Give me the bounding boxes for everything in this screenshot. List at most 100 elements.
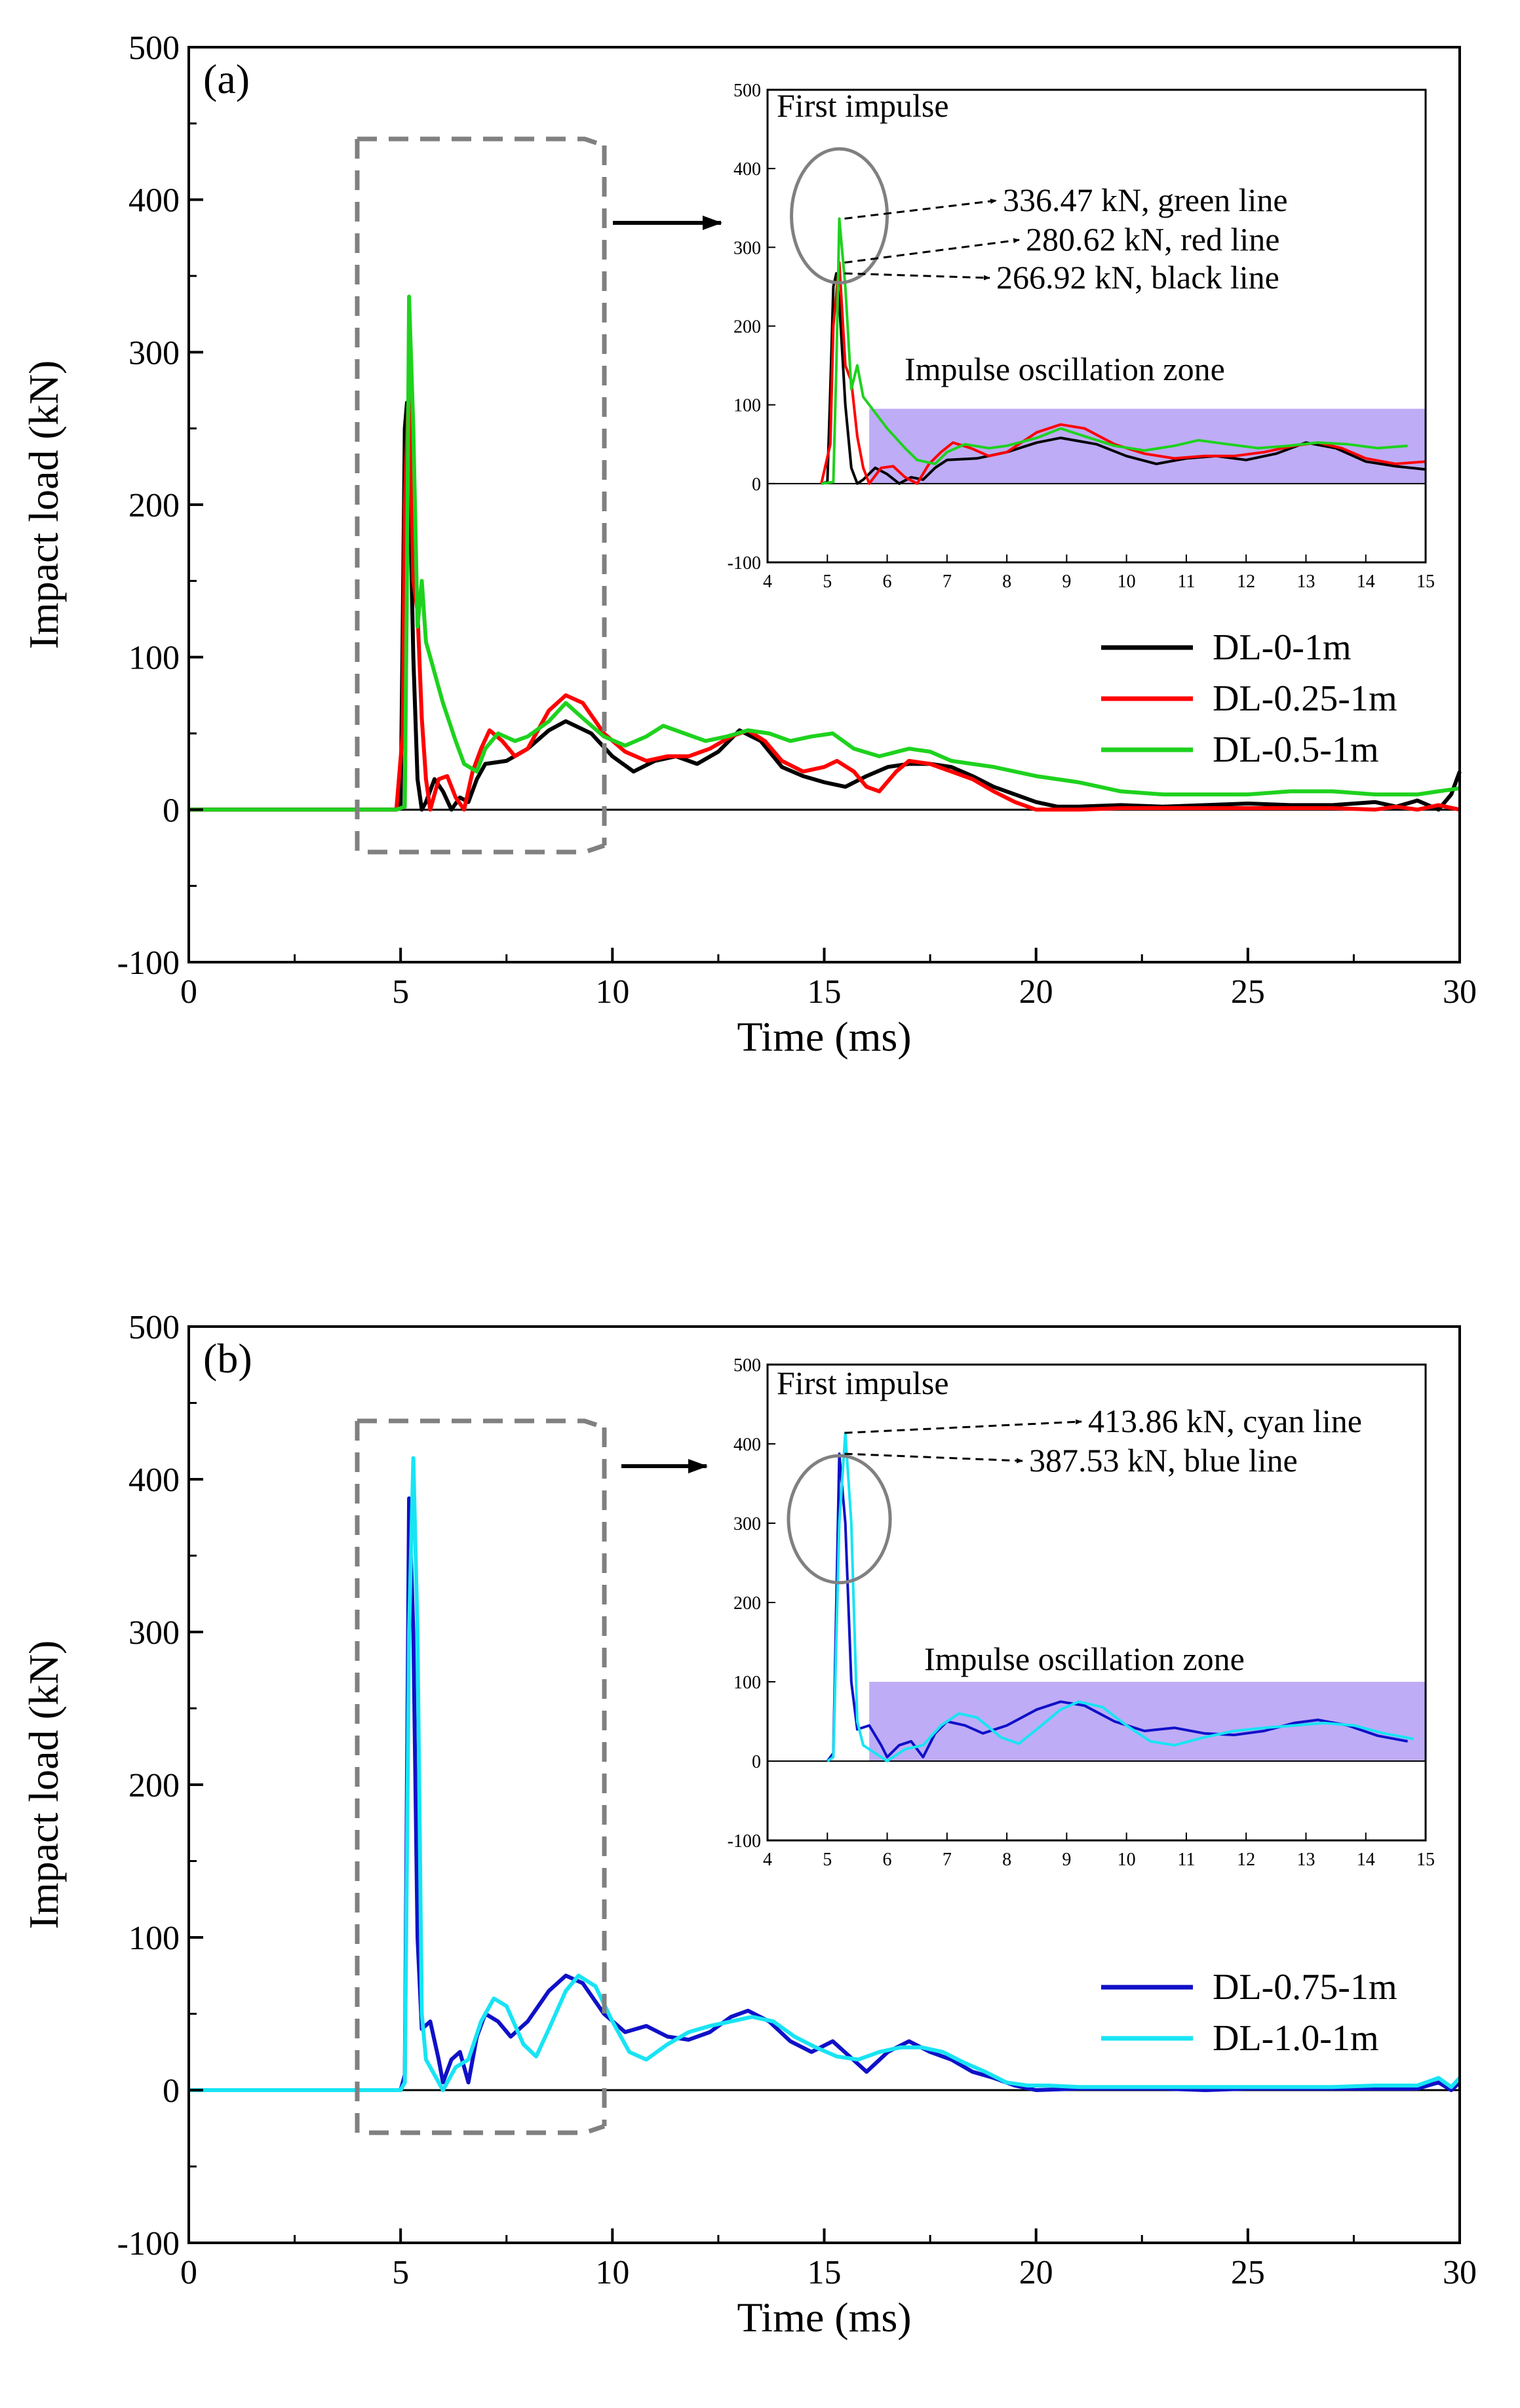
inset-y-tick-label: 500 [733, 81, 761, 101]
zoom-region-box [355, 136, 607, 855]
peak-annotation-arrow [844, 1452, 1023, 1464]
inset-x-tick-label: 11 [1177, 1850, 1195, 1870]
y-tick-label: 0 [163, 2072, 180, 2110]
oscillation-zone-label: Impulse oscillation zone [924, 1641, 1245, 1677]
series-line-dl-1-0-1m [189, 1456, 1462, 2092]
series-line-dl-0-5-1m [189, 294, 1460, 812]
y-tick-label: 200 [128, 1767, 180, 1804]
inset-x-tick-label: 14 [1357, 1850, 1375, 1870]
inset-x-tick-label: 12 [1237, 572, 1255, 592]
peak-annotation-arrow [844, 272, 990, 281]
inset-x-tick-label: 15 [1416, 1850, 1435, 1870]
x-tick-label: 5 [392, 2254, 409, 2291]
y-tick-label: 400 [128, 1462, 180, 1499]
inset-x-tick-label: 6 [883, 572, 892, 592]
legend-entry: DL-0-1m [1213, 627, 1352, 668]
legend-entry: DL-1.0-1m [1213, 2018, 1379, 2059]
x-tick-label: 15 [808, 973, 842, 1011]
first-impulse-label: First impulse [777, 87, 949, 124]
inset-series-line-dl-0-75-1m [826, 1452, 1408, 1762]
inset-x-tick-label: 13 [1296, 572, 1315, 592]
inset-y-tick-label: 100 [733, 1673, 761, 1693]
peak-annotation-label: 280.62 kN, red line [1026, 221, 1279, 258]
oscillation-zone [869, 408, 1426, 484]
inset-y-tick-label: 500 [733, 1355, 761, 1376]
y-axis-label: Impact load (kN) [20, 1641, 67, 1930]
first-impulse-ellipse [787, 1454, 892, 1585]
y-tick-label: 100 [128, 1920, 180, 1957]
x-tick-label: 5 [392, 973, 409, 1011]
inset-y-tick-label: -100 [728, 553, 761, 573]
inset-x-tick-label: 9 [1062, 572, 1071, 592]
inset-x-tick-label: 12 [1237, 1850, 1255, 1870]
peak-annotation-label: 336.47 kN, green line [1003, 182, 1288, 218]
oscillation-zone-label: Impulse oscillation zone [905, 351, 1225, 387]
peak-annotation-arrow [844, 1419, 1082, 1434]
inset-y-tick-label: 200 [733, 1593, 761, 1614]
x-tick-label: 0 [180, 2254, 197, 2291]
y-tick-label: 400 [128, 182, 180, 220]
y-tick-label: 100 [128, 640, 180, 677]
inset-x-tick-label: 7 [943, 1850, 952, 1870]
y-axis-label: Impact load (kN) [20, 360, 67, 650]
inset-y-tick-label: 100 [733, 396, 761, 416]
inset-x-tick-label: 14 [1357, 572, 1375, 592]
inset-y-tick-label: 400 [733, 159, 761, 180]
legend-entry: DL-0.5-1m [1213, 729, 1379, 770]
y-tick-label: 500 [128, 29, 180, 67]
x-tick-label: 30 [1443, 973, 1477, 1011]
inset-series-line-dl-0-1m [821, 272, 1426, 485]
y-tick-label: 500 [128, 1309, 180, 1346]
legend-entry: DL-0.25-1m [1213, 678, 1397, 719]
x-axis-label: Time (ms) [737, 1013, 911, 1060]
peak-annotation-label: 266.92 kN, black line [996, 259, 1279, 296]
peak-annotation-label: 387.53 kN, blue line [1029, 1442, 1298, 1479]
inset-x-tick-label: 11 [1177, 572, 1195, 592]
inset-x-tick-label: 15 [1416, 572, 1435, 592]
inset-x-tick-label: 10 [1118, 572, 1136, 592]
y-tick-label: 300 [128, 334, 180, 372]
x-tick-label: 20 [1019, 973, 1053, 1011]
x-tick-label: 0 [180, 973, 197, 1011]
inset-x-tick-label: 5 [823, 1850, 832, 1870]
inset-x-tick-label: 6 [883, 1850, 892, 1870]
y-tick-label: -100 [117, 944, 180, 982]
inset-x-tick-label: 8 [1002, 572, 1011, 592]
inset-x-tick-label: 9 [1062, 1850, 1071, 1870]
x-tick-label: 25 [1231, 973, 1265, 1011]
y-tick-label: 200 [128, 487, 180, 524]
inset-x-tick-label: 4 [763, 1850, 772, 1870]
x-tick-label: 10 [595, 973, 629, 1011]
y-tick-label: 0 [163, 792, 180, 829]
inset-series-line-dl-1-0-1m [827, 1431, 1414, 1762]
peak-annotation-label: 413.86 kN, cyan line [1088, 1403, 1362, 1439]
inset-y-tick-label: 0 [752, 1752, 761, 1772]
zoom-region-box [355, 1418, 607, 2135]
inset-x-tick-label: 10 [1118, 1850, 1136, 1870]
x-tick-label: 20 [1019, 2254, 1053, 2291]
inset-x-tick-label: 7 [943, 572, 952, 592]
panel-label: (b) [203, 1335, 252, 1382]
inset-x-tick-label: 5 [823, 572, 832, 592]
inset-x-tick-label: 13 [1296, 1850, 1315, 1870]
inset-y-tick-label: 300 [733, 1514, 761, 1534]
x-tick-label: 30 [1443, 2254, 1477, 2291]
x-tick-label: 15 [808, 2254, 842, 2291]
inset-x-tick-label: 8 [1002, 1850, 1011, 1870]
inset-x-tick-label: 4 [763, 572, 772, 592]
inset-y-tick-label: 400 [733, 1435, 761, 1455]
y-tick-label: -100 [117, 2225, 180, 2262]
series-line-dl-0-1m [189, 400, 1462, 812]
panel-label: (a) [203, 56, 250, 102]
peak-annotation-arrow [844, 238, 1020, 264]
x-axis-label: Time (ms) [737, 2294, 911, 2340]
inset-y-tick-label: 0 [752, 475, 761, 495]
inset-y-tick-label: -100 [728, 1831, 761, 1852]
x-tick-label: 25 [1231, 2254, 1265, 2291]
inset-y-tick-label: 300 [733, 238, 761, 258]
legend-entry: DL-0.75-1m [1213, 1967, 1397, 2008]
x-tick-label: 10 [595, 2254, 629, 2291]
inset-y-tick-label: 200 [733, 317, 761, 338]
